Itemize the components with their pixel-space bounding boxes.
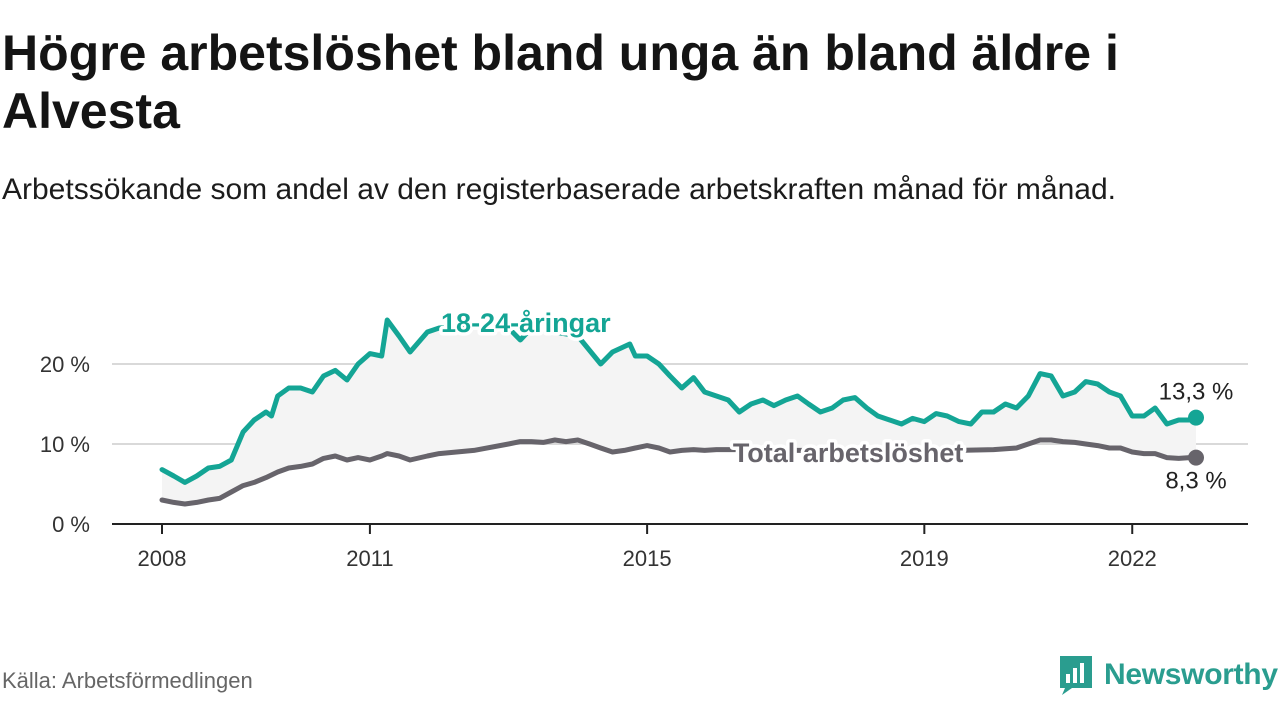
y-tick-label: 20 %: [40, 352, 90, 377]
range-band: [162, 320, 1196, 504]
series-line-total: [159, 437, 1199, 507]
x-tick-label: 2011: [346, 546, 393, 571]
x-tick-label: 2022: [1108, 546, 1157, 571]
series-label-young-halo: 18-24-åringar: [441, 308, 611, 338]
end-point-total: [1188, 449, 1204, 466]
end-label-young: 13,3 %: [1159, 379, 1234, 406]
end-point-young: [1188, 409, 1204, 426]
series-lines: [159, 317, 1204, 507]
y-tick-label: 0 %: [52, 512, 90, 537]
brand-name: Newsworthy: [1104, 658, 1278, 691]
source-note: Källa: Arbetsförmedlingen: [2, 668, 253, 693]
x-tick-label: 2015: [623, 546, 672, 571]
y-tick-label: 10 %: [40, 432, 90, 457]
chart-subtitle: Arbetssökande som andel av den registerb…: [2, 173, 1116, 206]
newsworthy-logo-icon: [1060, 656, 1092, 695]
series-line-young: [159, 317, 1199, 485]
line-chart: 0 % 10 % 20 % 2008 2011 2015 2019 2022 18-24-å…: [40, 305, 1248, 571]
x-tick-label: 2019: [900, 546, 949, 571]
x-axis: 2008 2011 2015 2019 2022: [112, 523, 1248, 571]
series-label-total-halo: Total arbetslöshet: [733, 438, 964, 468]
chart-title: Högre arbetslöshet bland unga än bland ä…: [2, 25, 1119, 139]
brand-logo[interactable]: Newsworthy: [1058, 654, 1278, 696]
series-label-total: Total arbetslöshet: [733, 438, 964, 468]
x-tick-label: 2008: [138, 546, 187, 571]
series-label-young: 18-24-åringar: [441, 308, 611, 338]
end-label-total: 8,3 %: [1165, 468, 1226, 495]
